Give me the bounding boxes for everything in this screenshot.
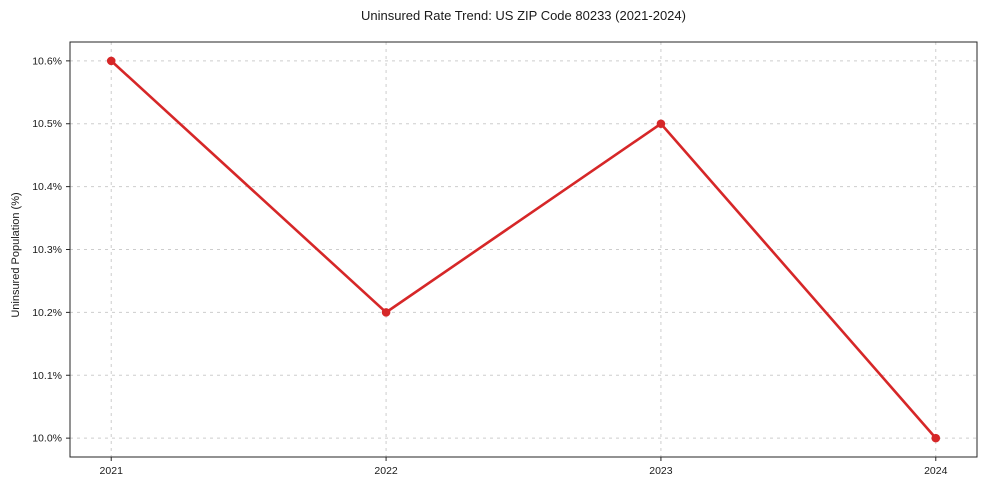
x-tick-label: 2022 xyxy=(374,465,398,477)
x-tick-label: 2021 xyxy=(100,465,124,477)
data-point-marker xyxy=(931,433,941,443)
y-tick-label: 10.4% xyxy=(32,181,62,193)
chart-title: Uninsured Rate Trend: US ZIP Code 80233 … xyxy=(361,8,686,23)
y-tick-label: 10.6% xyxy=(32,55,62,67)
y-tick-label: 10.3% xyxy=(32,244,62,256)
y-tick-label: 10.0% xyxy=(32,433,62,445)
gridlines xyxy=(70,42,977,457)
axis-tick-labels: 10.0% 10.1% 10.2% 10.3% 10.4% 10.5% 10.6% 2021 2… xyxy=(32,55,947,477)
trend-line xyxy=(109,59,938,440)
data-point-marker xyxy=(106,56,116,66)
axis-ticks xyxy=(66,60,937,461)
y-tick-label: 10.2% xyxy=(32,307,62,319)
x-tick-label: 2023 xyxy=(649,465,673,477)
data-point-marker xyxy=(656,119,666,129)
y-tick-label: 10.5% xyxy=(32,118,62,130)
x-tick-label: 2024 xyxy=(924,465,948,477)
data-point-marker xyxy=(381,308,391,317)
y-tick-label: 10.1% xyxy=(32,370,62,382)
